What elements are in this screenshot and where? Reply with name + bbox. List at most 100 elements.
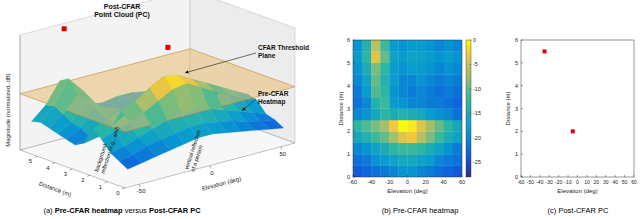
- heat-cell: [417, 154, 426, 166]
- colorbar-label: -20: [473, 135, 481, 141]
- heat-cell: [371, 131, 380, 143]
- heat-cell: [398, 131, 407, 143]
- tick: [353, 131, 355, 132]
- tick: [521, 131, 523, 132]
- colorbar-tick: [470, 162, 472, 163]
- heat-cell: [417, 63, 426, 75]
- points: [543, 49, 575, 133]
- annotation: Point Cloud (PC): [94, 11, 150, 19]
- heat-cell: [408, 109, 417, 121]
- surface-cell: [66, 128, 89, 145]
- caption-text: (a): [43, 206, 54, 215]
- heat-cell: [371, 86, 380, 98]
- heat-cell: [389, 74, 398, 86]
- heat-cell: [408, 166, 417, 177]
- heat-cell: [389, 166, 398, 177]
- annotation: CFAR Threshold: [258, 44, 309, 51]
- tick-label: 3: [347, 106, 350, 112]
- tick: [586, 175, 587, 177]
- heat-cell: [362, 131, 371, 143]
- heat-cell: [426, 154, 435, 166]
- heat-cell: [371, 97, 380, 109]
- tick: [52, 163, 55, 164]
- tick-label: 0: [210, 170, 214, 176]
- tick-label: 3: [515, 106, 518, 112]
- frame: [521, 40, 634, 177]
- heat-cell: [389, 86, 398, 98]
- heat-cell: [398, 166, 407, 177]
- heat-cell: [453, 40, 462, 52]
- heat-cell: [389, 51, 398, 63]
- panel-b: -60-40-2002040600123456Elevation (deg)Di…: [338, 37, 481, 194]
- heat-cell: [389, 143, 398, 155]
- heat-cell: [362, 120, 371, 132]
- heat-cell: [362, 51, 371, 63]
- heat-cell: [408, 86, 417, 98]
- tick-label: 6: [515, 37, 518, 43]
- axis-label: Magnitude (normalized, dB): [5, 73, 11, 147]
- heat-cell: [444, 109, 453, 121]
- tick: [568, 175, 569, 177]
- tick: [353, 154, 355, 155]
- tick: [521, 62, 523, 63]
- annotation: of a person: [189, 144, 203, 172]
- heat-cell: [408, 143, 417, 155]
- tick: [353, 62, 355, 63]
- heat-cell: [417, 40, 426, 52]
- tick-label: 20: [423, 179, 429, 185]
- heat-cell: [398, 74, 407, 86]
- heat-cell: [453, 120, 462, 132]
- heat-cell: [444, 131, 453, 143]
- heat-cell: [435, 40, 444, 52]
- tick-label: -10: [564, 179, 571, 185]
- heat-cell: [444, 97, 453, 109]
- heat-cell: [353, 109, 362, 121]
- colorbar-tick: [470, 88, 472, 89]
- heat-cell: [453, 109, 462, 121]
- tick: [521, 40, 523, 41]
- heatmap-cells: [353, 40, 462, 177]
- heat-cell: [453, 166, 462, 177]
- z-axis: [20, 35, 21, 150]
- heat-cell: [444, 74, 453, 86]
- heat-cell: [389, 97, 398, 109]
- heat-cell: [417, 97, 426, 109]
- heat-cell: [362, 154, 371, 166]
- tick-label: 0: [347, 174, 350, 180]
- heat-cell: [426, 109, 435, 121]
- heat-cell: [435, 63, 444, 75]
- tick: [549, 175, 550, 177]
- tick-label: 3: [64, 171, 68, 177]
- tick-label: 40: [612, 179, 618, 185]
- tick-label: 40: [441, 179, 447, 185]
- axis-label: Distance (m): [338, 91, 344, 125]
- tick-label: -60: [349, 179, 357, 185]
- axis-label: Distance (m): [505, 91, 511, 125]
- heat-cell: [444, 120, 453, 132]
- heat-cell: [453, 86, 462, 98]
- colorbar-label: -5: [473, 61, 478, 67]
- heat-cell: [408, 63, 417, 75]
- tick: [353, 175, 354, 177]
- heat-cell: [426, 74, 435, 86]
- tick: [521, 177, 523, 178]
- tick-label: 0: [515, 174, 518, 180]
- tick-label: 2: [81, 177, 85, 183]
- heat-cell: [453, 143, 462, 155]
- heat-cell: [353, 120, 362, 132]
- heat-cell: [380, 131, 389, 143]
- caption: (a) Pre-CFAR heatmap versus Post-CFAR PC: [43, 206, 201, 215]
- heat-cell: [380, 97, 389, 109]
- heat-cell: [398, 63, 407, 75]
- tick: [281, 147, 282, 150]
- pc-point: [165, 45, 170, 50]
- caption-bold: Pre-CFAR heatmap: [55, 206, 123, 215]
- tick: [70, 169, 73, 170]
- heat-cell: [417, 109, 426, 121]
- heat-cell: [426, 97, 435, 109]
- tick-label: -40: [367, 179, 375, 185]
- heat-cell: [380, 109, 389, 121]
- tick: [105, 182, 108, 183]
- tick-label: 60: [631, 179, 637, 185]
- heat-cell: [362, 63, 371, 75]
